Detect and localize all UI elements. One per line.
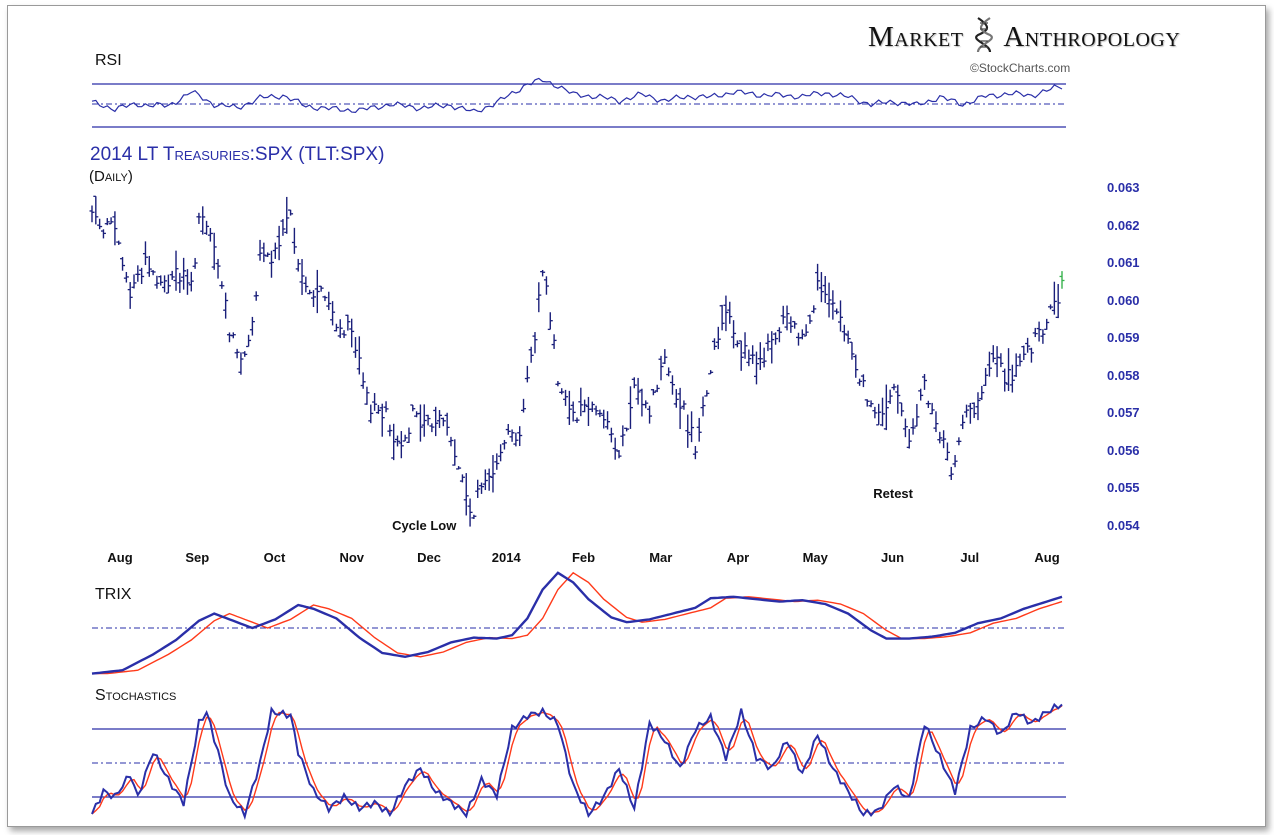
y-tick-label: 0.060 (1107, 292, 1140, 308)
brand-left: Market (868, 21, 964, 53)
stochastics-panel (91, 702, 1066, 821)
copyright-label: ©StockCharts.com (970, 61, 1071, 75)
trix-panel-label: TRIX (95, 586, 132, 603)
dna-helix-icon (971, 16, 997, 54)
y-tick-label: 0.057 (1107, 405, 1140, 421)
x-tick-label: May (802, 550, 828, 565)
stoch-k-line (91, 702, 1063, 821)
x-tick-label: 2014 (491, 550, 521, 565)
brand-logo: Market Anthropology (868, 16, 1180, 54)
x-tick-label: Sep (185, 550, 210, 565)
brand-right: Anthropology (1003, 21, 1181, 53)
y-tick-label: 0.055 (1107, 480, 1140, 496)
y-tick-label: 0.056 (1107, 442, 1140, 458)
chart-title: 2014 LT Treasuries:SPX (TLT:SPX) (90, 144, 385, 165)
rsi-panel (91, 77, 1066, 128)
x-tick-label: Feb (571, 550, 596, 565)
x-tick-label: Jun (880, 550, 905, 565)
y-tick-label: 0.054 (1107, 518, 1140, 533)
x-tick-label: Dec (417, 550, 441, 565)
price-panel (89, 195, 1065, 527)
x-tick-label: Mar (649, 550, 673, 565)
x-tick-label: Apr (726, 550, 750, 565)
x-tick-label: Nov (339, 550, 365, 565)
stochastics-panel-label: Stochastics (95, 687, 177, 704)
y-tick-label: 0.063 (1107, 180, 1140, 195)
y-tick-label: 0.061 (1107, 255, 1140, 271)
y-tick-label: 0.062 (1107, 217, 1140, 233)
x-tick-label: Aug (1034, 550, 1060, 565)
chart-annotation: Cycle Low (392, 518, 457, 533)
chart-annotation: Retest (873, 485, 913, 501)
y-tick-label: 0.058 (1107, 367, 1140, 383)
x-tick-label: Oct (263, 550, 286, 565)
y-tick-label: 0.059 (1107, 330, 1140, 346)
x-tick-label: Jul (960, 550, 980, 565)
trix-panel (91, 571, 1066, 675)
chart-frame (7, 5, 1266, 827)
trix-line (91, 571, 1063, 675)
rsi-line (91, 77, 1063, 114)
x-tick-label: Aug (107, 550, 133, 565)
rsi-panel-label: RSI (95, 52, 122, 69)
chart-subtitle: (Daily) (89, 168, 133, 185)
